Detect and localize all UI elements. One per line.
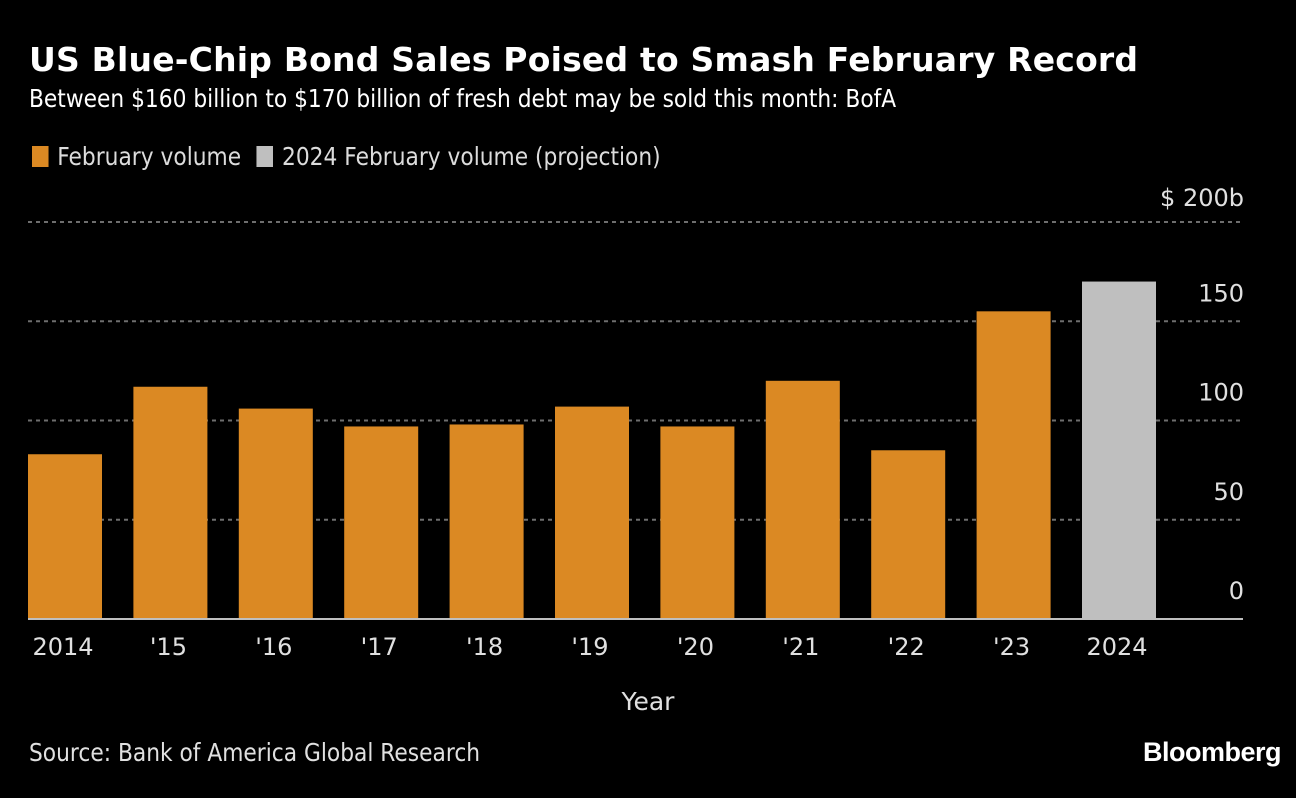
legend-item-february-volume: February volume <box>32 142 241 171</box>
x-tick-label: '15 <box>150 633 187 661</box>
bar-2024 <box>1082 281 1156 619</box>
y-tick-label: 150 <box>1198 279 1244 307</box>
y-axis-ticks: 0 50 100 150 $ 200b <box>1160 184 1244 605</box>
x-axis-ticks: 2014 '15 '16 '17 '18 '19 '20 '21 '22 '23 2024 <box>32 633 1147 661</box>
bar-21 <box>765 380 840 619</box>
x-axis-title: Year <box>621 687 676 716</box>
bar-15 <box>133 386 208 619</box>
bar-2014 <box>28 454 102 619</box>
x-tick-label: 2024 <box>1086 633 1147 661</box>
bar-23 <box>976 311 1051 619</box>
x-tick-label: '18 <box>466 633 503 661</box>
bloomberg-logo: Bloomberg <box>1143 737 1282 767</box>
legend-label: February volume <box>57 142 242 171</box>
x-tick-label: '17 <box>361 633 398 661</box>
x-tick-label: '22 <box>888 633 925 661</box>
x-tick-label: '21 <box>782 633 819 661</box>
x-tick-label: 2014 <box>32 633 93 661</box>
y-tick-label: 100 <box>1198 379 1244 407</box>
bar-19 <box>555 406 629 619</box>
y-tick-label: 50 <box>1213 478 1244 506</box>
bar-22 <box>871 450 946 619</box>
bar-18 <box>449 424 524 619</box>
source-note: Source: Bank of America Global Research <box>29 738 481 767</box>
chart-subtitle: Between $160 billion to $170 billion of … <box>29 84 897 113</box>
y-tick-label: 0 <box>1229 577 1244 605</box>
legend-item-2024-projection: 2024 February volume (projection) <box>256 142 661 171</box>
x-tick-label: '19 <box>571 633 608 661</box>
x-tick-label: '23 <box>993 633 1030 661</box>
legend-label: 2024 February volume (projection) <box>281 142 661 171</box>
legend: February volume 2024 February volume (pr… <box>32 142 676 171</box>
gridlines <box>28 221 1243 521</box>
bar-20 <box>660 426 735 619</box>
x-tick-label: '16 <box>255 633 292 661</box>
bar-17 <box>344 426 419 619</box>
legend-swatch-february-volume <box>32 146 49 167</box>
chart-title: US Blue-Chip Bond Sales Poised to Smash … <box>29 40 1139 79</box>
legend-swatch-2024-projection <box>256 146 274 167</box>
x-tick-label: '20 <box>677 633 714 661</box>
y-tick-label: $ 200b <box>1160 184 1244 212</box>
bars <box>28 281 1156 619</box>
bar-16 <box>238 408 313 619</box>
